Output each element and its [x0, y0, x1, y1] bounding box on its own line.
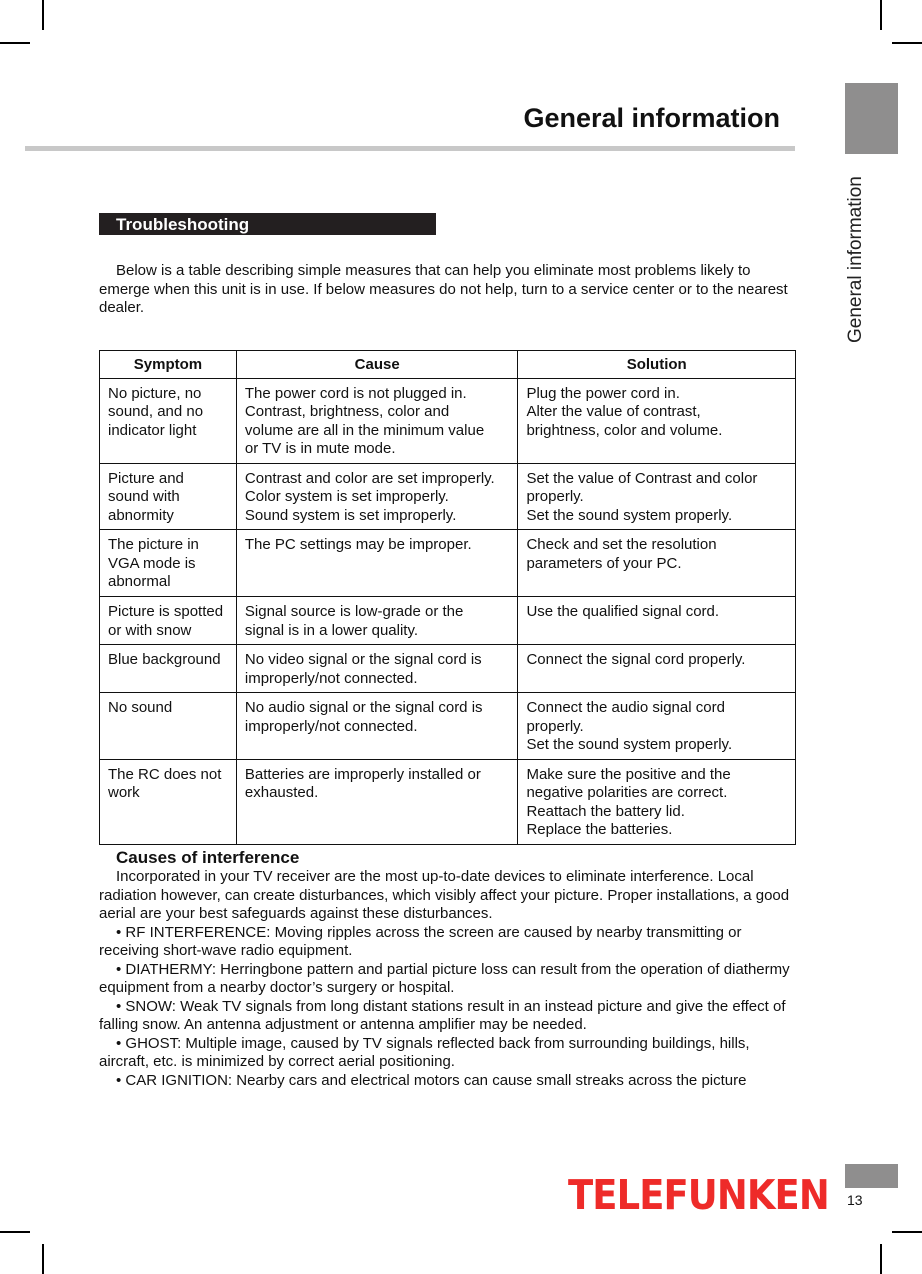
- column-header-cause: Cause: [235, 350, 519, 379]
- crop-mark: [892, 42, 922, 44]
- cell-cause: No video signal or the signal cord is im…: [235, 644, 519, 693]
- table-row: Picture and sound with abnormity Contrast…: [99, 462, 796, 530]
- cell-solution: Set the value of Contrast and color prop…: [517, 462, 796, 530]
- cell-symptom: No picture, no sound, and no indicator l…: [99, 377, 237, 464]
- crop-mark: [42, 0, 44, 30]
- troubleshooting-table: Symptom Cause Solution No picture, no so…: [99, 350, 796, 845]
- side-tab-label: General information: [845, 165, 866, 343]
- cell-symptom: No sound: [99, 692, 237, 760]
- cell-symptom: Picture is spotted or with snow: [99, 596, 237, 645]
- cell-cause: Signal source is low-grade or the signal…: [235, 596, 519, 645]
- cell-solution: Plug the power cord in. Alter the value …: [517, 377, 796, 464]
- cell-symptom: Picture and sound with abnormity: [99, 462, 237, 530]
- page-title: General information: [523, 103, 780, 133]
- table-row: No picture, no sound, and no indicator l…: [99, 377, 796, 464]
- interference-section: Causes of interference Incorporated in y…: [99, 848, 799, 1090]
- cell-solution: Use the qualified signal cord.: [517, 596, 796, 645]
- cell-solution: Connect the signal cord properly.: [517, 644, 796, 693]
- table-header-row: Symptom Cause Solution: [99, 350, 796, 379]
- cell-cause: No audio signal or the signal cord is im…: [235, 692, 519, 760]
- table-row: Picture is spotted or with snow Signal so…: [99, 596, 796, 645]
- crop-mark: [0, 42, 30, 44]
- column-header-solution: Solution: [517, 350, 796, 379]
- interference-item: • DIATHERMY: Herringbone pattern and par…: [99, 960, 790, 997]
- crop-mark: [892, 1231, 922, 1233]
- cell-symptom: The RC does not work: [99, 758, 237, 845]
- crop-mark: [0, 1231, 30, 1233]
- interference-item: • CAR IGNITION: Nearby cars and electric…: [116, 1071, 747, 1089]
- table-row: No sound No audio signal or the signal co…: [99, 692, 796, 760]
- page-number: 13: [847, 1192, 863, 1208]
- interference-item: • GHOST: Multiple image, caused by TV si…: [99, 1034, 750, 1071]
- interference-item: • SNOW: Weak TV signals from long distan…: [99, 997, 786, 1034]
- side-tab: [845, 83, 898, 154]
- table-row: The picture in VGA mode is abnormal The P…: [99, 529, 796, 597]
- interference-title: Causes of interference: [116, 848, 300, 867]
- column-header-symptom: Symptom: [99, 350, 237, 379]
- side-tab-text: General information: [845, 176, 866, 343]
- intro-text: Below is a table describing simple measu…: [99, 262, 788, 316]
- page-number-tab: [845, 1164, 898, 1188]
- interference-paragraph: Incorporated in your TV receiver are the…: [99, 868, 790, 922]
- cell-cause: Contrast and color are set improperly. C…: [235, 462, 519, 530]
- interference-item: • RF INTERFERENCE: Moving ripples across…: [99, 923, 742, 960]
- table-row: The RC does not work Batteries are improp…: [99, 758, 796, 845]
- section-heading: Troubleshooting: [99, 213, 436, 235]
- cell-cause: Batteries are improperly installed or ex…: [235, 758, 519, 845]
- intro-paragraph: Below is a table describing simple measu…: [99, 262, 799, 318]
- cell-cause: The PC settings may be improper.: [235, 529, 519, 597]
- cell-symptom: The picture in VGA mode is abnormal: [99, 529, 237, 597]
- cell-solution: Connect the audio signal cord properly. …: [517, 692, 796, 760]
- section-title: Troubleshooting: [116, 215, 250, 234]
- cell-cause: The power cord is not plugged in. Contra…: [235, 377, 519, 464]
- table-row: Blue background No video signal or the si…: [99, 644, 796, 693]
- cell-solution: Check and set the resolution parameters …: [517, 529, 796, 597]
- crop-mark: [880, 1244, 882, 1274]
- crop-mark: [42, 1244, 44, 1274]
- cell-solution: Make sure the positive and the negative …: [517, 758, 796, 845]
- crop-mark: [880, 0, 882, 30]
- cell-symptom: Blue background: [99, 644, 237, 693]
- header-rule: [25, 146, 795, 151]
- brand-logo: TELEFUNKEN: [568, 1171, 830, 1219]
